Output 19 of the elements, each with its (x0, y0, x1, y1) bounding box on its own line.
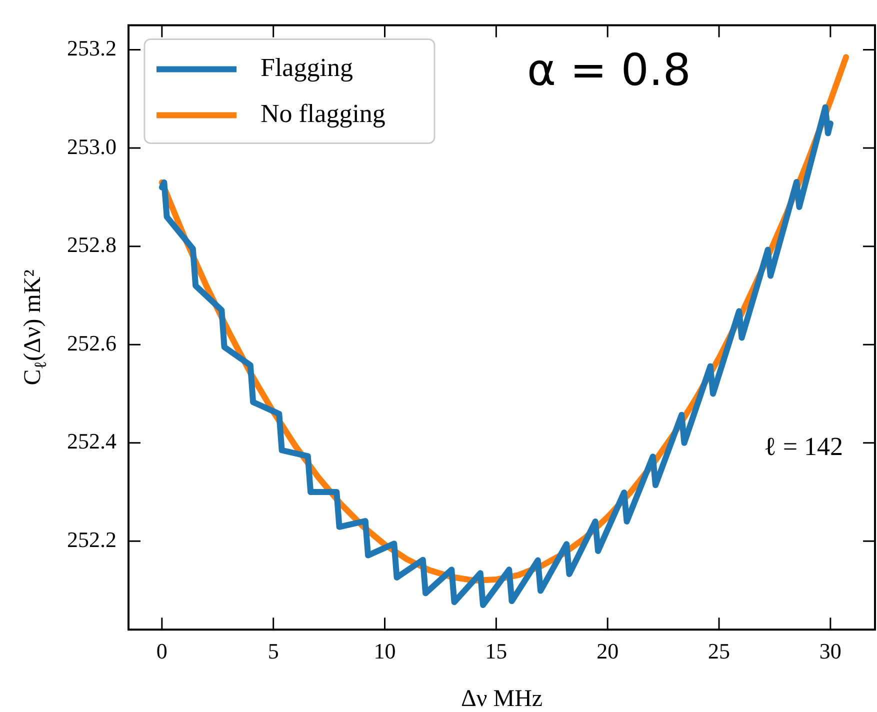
y-tick-label: 253.0 (67, 134, 116, 159)
x-tick-label: 5 (268, 638, 279, 664)
annotation: ℓ = 142 (764, 432, 843, 461)
y-tick-label: 252.6 (67, 330, 116, 356)
legend-label: Flagging (260, 53, 353, 82)
y-tick-label: 252.8 (67, 232, 116, 258)
x-tick-label: 15 (485, 638, 508, 664)
y-tick-label: 252.2 (67, 526, 116, 552)
annotation: α = 0.8 (527, 45, 691, 96)
x-tick-label: 20 (596, 638, 619, 664)
y-axis-title: Cℓ(Δν) mK² (20, 270, 50, 386)
x-tick-label: 30 (819, 638, 842, 664)
y-tick-label: 252.4 (67, 428, 116, 454)
y-tick-label: 253.2 (67, 36, 116, 61)
x-axis-title: Δν MHz (460, 686, 543, 712)
x-tick-label: 10 (374, 638, 396, 664)
x-tick-label: 25 (708, 638, 730, 664)
x-tick-label: 0 (156, 638, 168, 664)
legend-label: No flagging (260, 99, 386, 128)
